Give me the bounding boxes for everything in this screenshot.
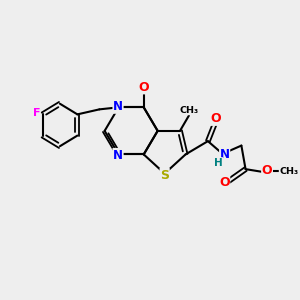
Text: N: N	[220, 148, 230, 161]
Text: H: H	[214, 158, 223, 168]
Text: O: O	[210, 112, 221, 125]
Text: N: N	[113, 100, 123, 113]
Text: O: O	[262, 164, 272, 177]
Text: N: N	[113, 148, 123, 161]
Text: CH₃: CH₃	[279, 167, 298, 176]
Text: CH₃: CH₃	[180, 106, 199, 115]
Text: F: F	[33, 108, 40, 118]
Text: O: O	[219, 176, 230, 189]
Text: O: O	[138, 81, 149, 94]
Text: S: S	[160, 169, 169, 182]
